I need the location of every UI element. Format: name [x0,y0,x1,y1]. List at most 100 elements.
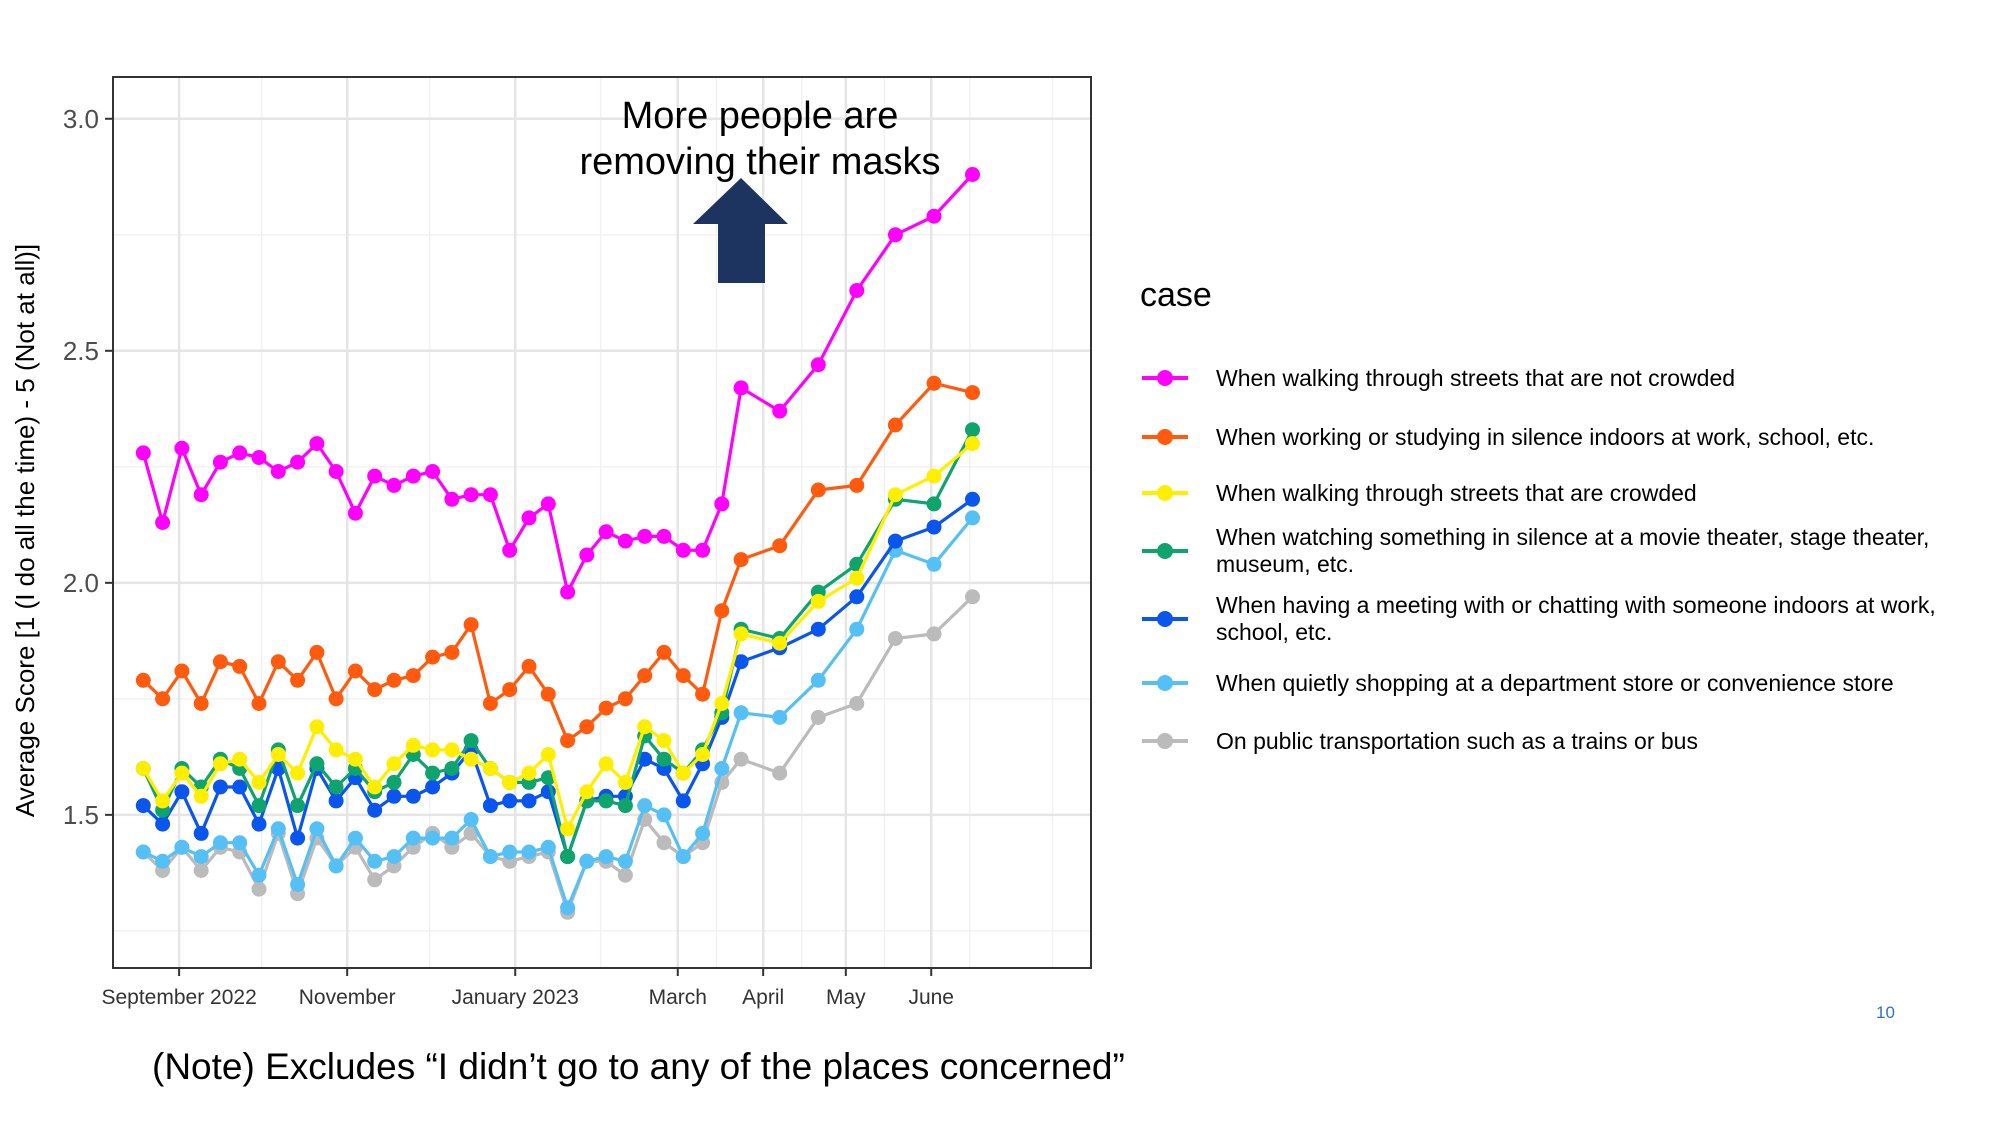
legend-key-icon [1140,604,1190,634]
data-point [367,872,383,888]
data-point [386,756,402,772]
data-point [270,654,286,670]
data-point [135,844,151,860]
series-line [141,173,974,594]
legend-key-icon [1140,668,1190,698]
legend-items: When walking through streets that are no… [1140,349,1990,771]
data-point [772,403,788,419]
data-point [598,700,614,716]
data-point [463,751,479,767]
legend-label: On public transportation such as a train… [1216,727,1698,754]
data-point [482,487,498,503]
data-point [212,654,228,670]
data-point [290,830,306,846]
annotation-line-1: More people are [621,95,899,137]
data-point [598,793,614,809]
data-point [463,617,479,633]
data-point [540,747,556,762]
data-point [617,853,633,869]
data-point [926,496,942,512]
data-point [193,487,209,503]
legend-key-dot [1157,370,1173,386]
data-point [637,798,653,814]
data-point [733,751,749,767]
data-point [386,788,402,804]
data-point [444,644,460,660]
data-point [386,774,402,790]
data-point [926,626,942,642]
data-point [560,584,576,600]
data-point [849,477,865,493]
data-point [367,468,383,484]
data-point [367,682,383,698]
data-point [444,742,460,758]
y-tick-label: 3.0 [63,104,99,134]
data-point [887,631,903,646]
data-point [174,440,190,456]
data-point [425,742,441,758]
data-point [695,542,711,558]
data-point [328,464,344,479]
data-point [367,802,383,818]
x-tick-label: May [826,986,866,1009]
data-point [733,626,749,642]
data-point [444,761,460,776]
data-point [386,849,402,865]
data-point [849,283,865,298]
series-5 [135,491,980,865]
legend-title: case [1140,276,1212,314]
data-point [290,877,306,892]
legend-label: When having a meeting with or chatting w… [1216,592,1936,645]
data-point [482,761,498,776]
data-point [926,468,942,484]
data-point [772,765,788,781]
data-point [232,658,248,674]
data-point [675,668,691,684]
data-point [386,672,402,688]
data-point [560,821,576,837]
data-point [251,450,267,465]
data-point [155,853,171,869]
data-point [695,686,711,702]
data-point [849,589,865,605]
data-point [309,719,325,735]
data-point [675,849,691,865]
data-point [405,468,421,484]
data-point [212,835,228,851]
data-point [965,385,980,401]
legend-key-dot [1157,429,1173,445]
data-point [849,621,865,637]
data-point [965,491,980,507]
data-point [328,858,344,874]
data-point [714,603,730,619]
data-point [482,696,498,711]
data-point [212,779,228,795]
data-point [714,761,730,776]
gridlines [113,77,1091,968]
data-point [193,825,209,841]
data-point [328,742,344,758]
series-3 [135,436,980,837]
data-point [155,816,171,832]
data-point [965,589,980,605]
data-point [174,765,190,781]
data-point [810,357,826,373]
data-point [637,719,653,735]
legend-label: When walking through streets that are no… [1216,364,1736,391]
x-tick-label: November [299,986,396,1009]
data-point [540,686,556,702]
data-point [135,798,151,814]
data-point [887,227,903,243]
data-point [810,709,826,725]
data-point [193,863,209,878]
series-2 [135,375,980,749]
legend-key-icon [1140,536,1190,566]
data-point [675,542,691,558]
legend-label: When watching something in silence at a … [1216,524,1930,577]
data-point [579,547,595,563]
data-point [251,696,267,711]
data-point [328,779,344,795]
data-point [810,593,826,609]
data-point [656,644,672,660]
